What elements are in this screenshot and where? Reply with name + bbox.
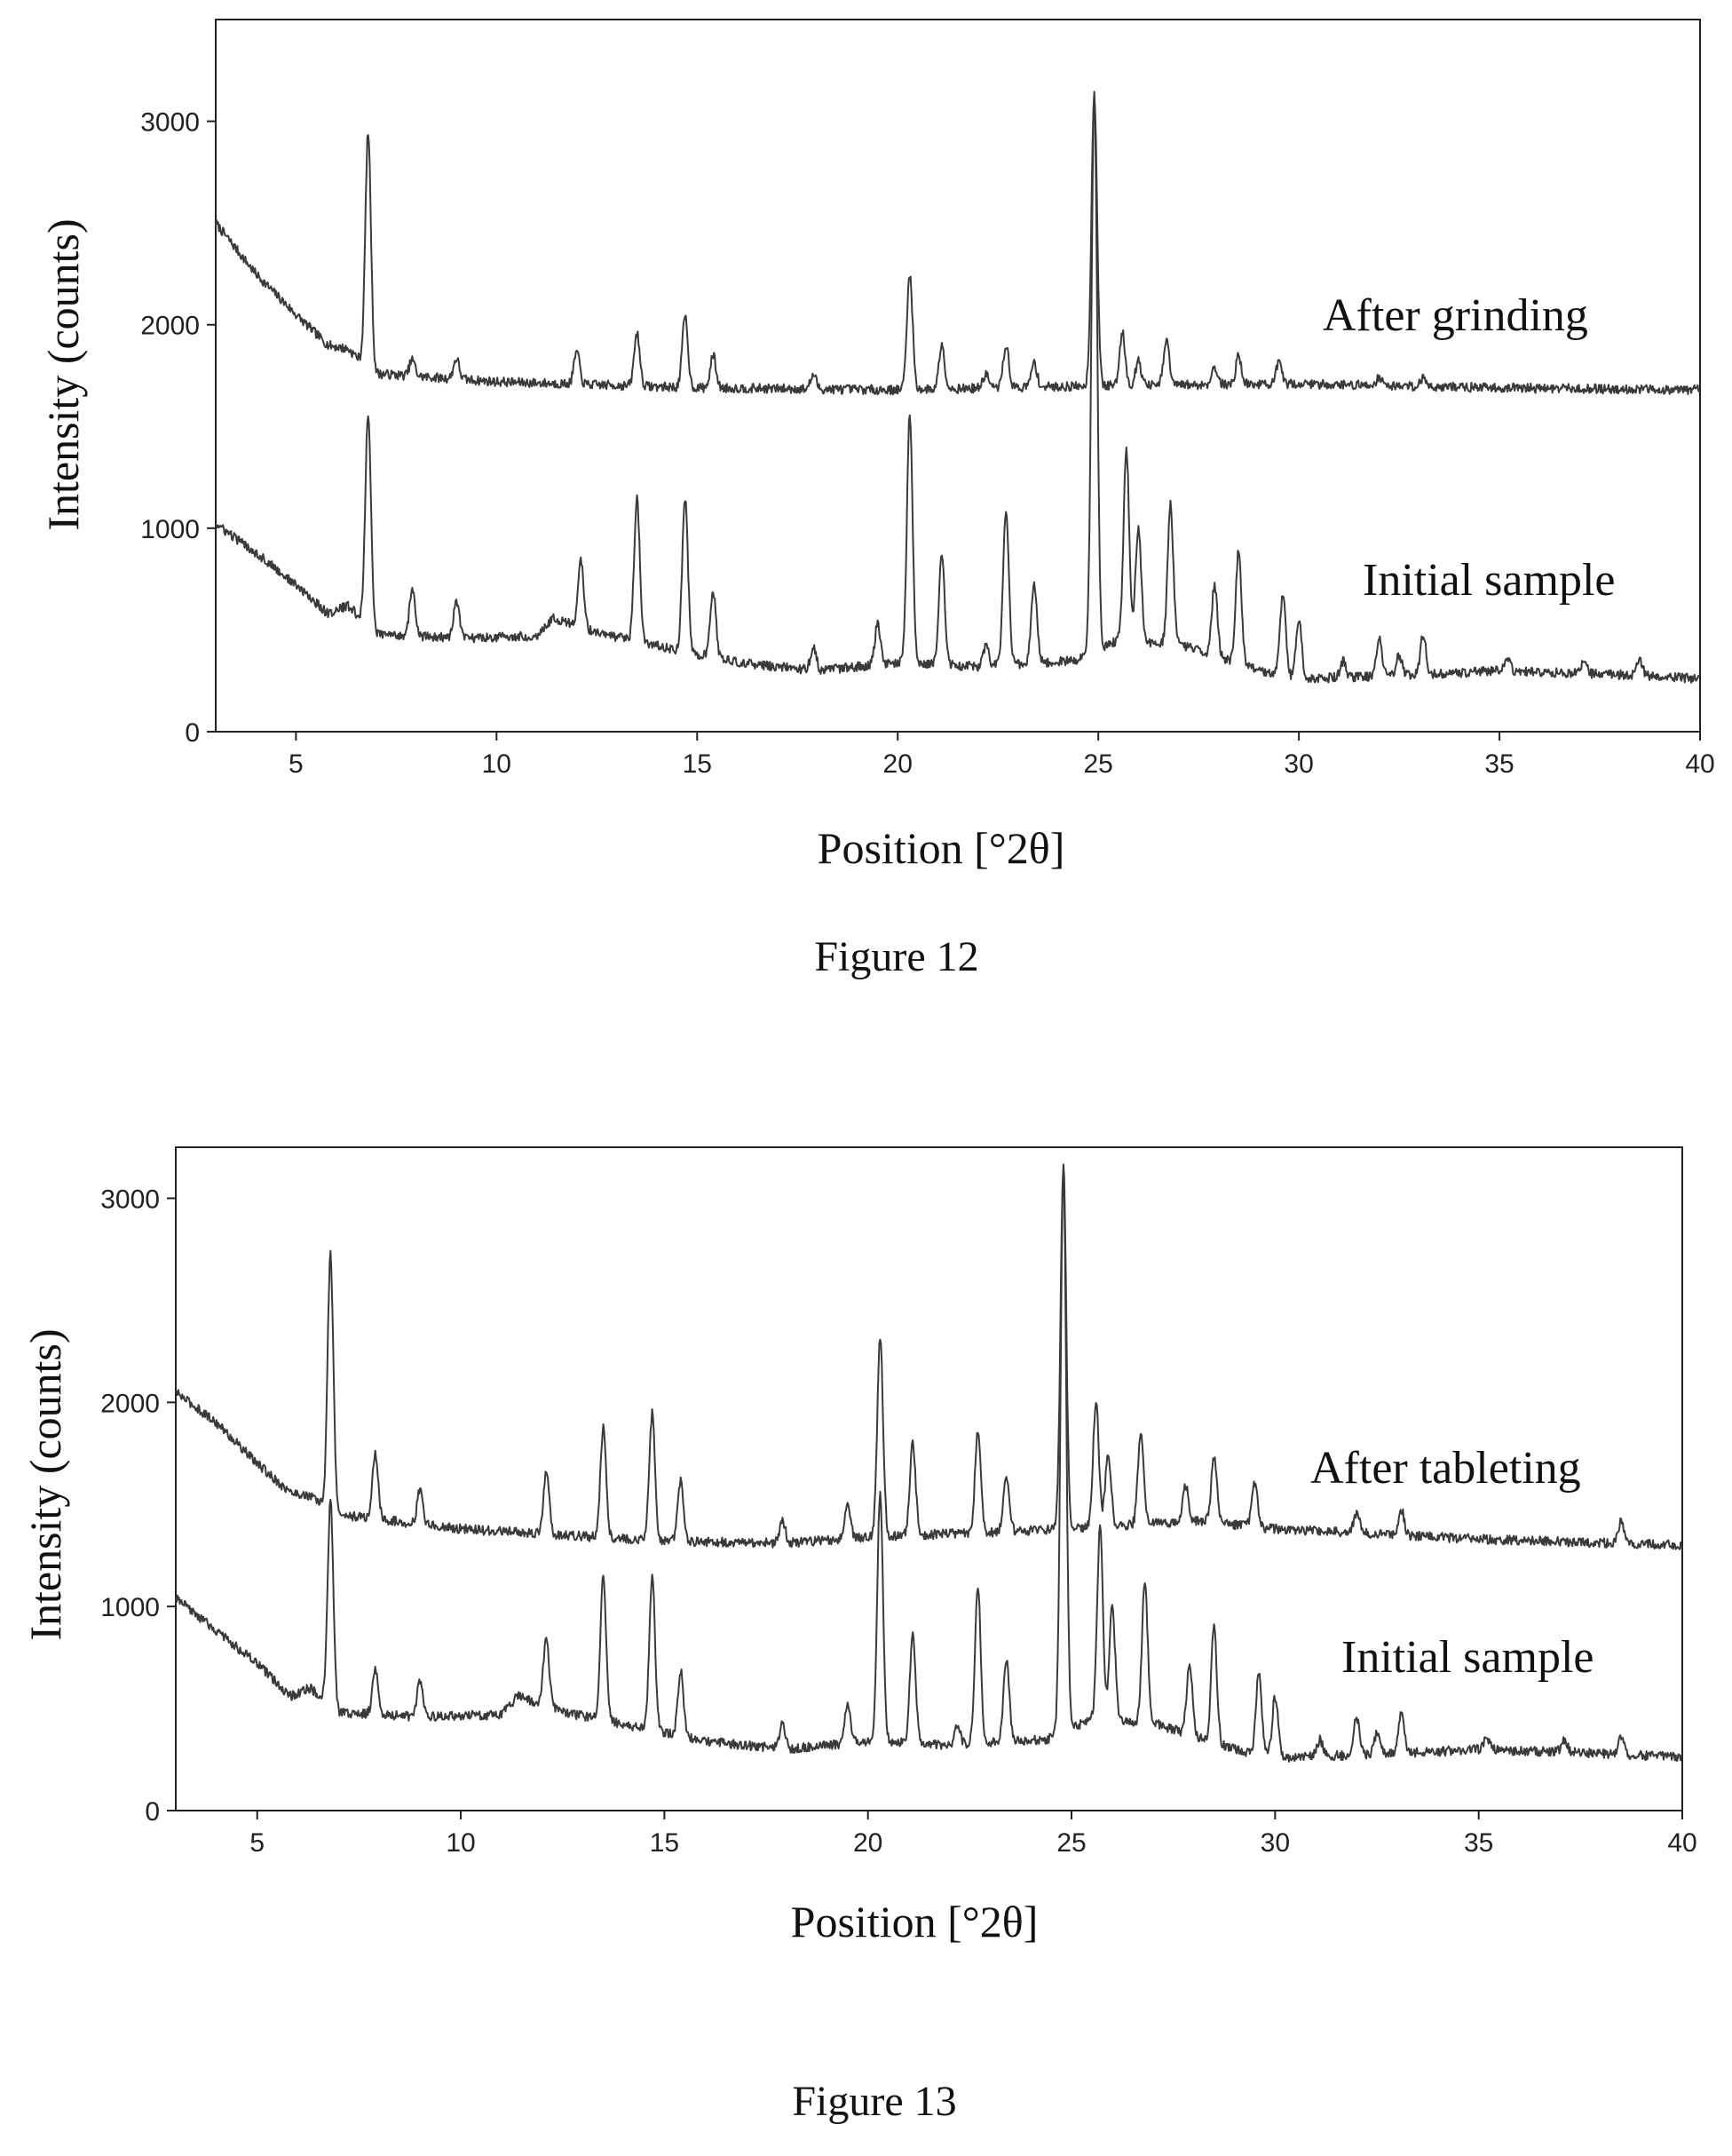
chart-2-frame <box>175 1146 1683 1811</box>
chart-2-x-tick-label: 40 <box>1667 1828 1696 1858</box>
chart-1-y-tick-label: 3000 <box>140 108 200 138</box>
chart-1-series-initial-sample-line <box>215 91 1701 684</box>
chart-1-x-tick-label: 5 <box>289 749 304 779</box>
chart-2-x-tick-label: 25 <box>1056 1828 1086 1858</box>
chart-figure-12: 5 10 15 20 25 30 35 40 0 1000 2000 3000 After grin… <box>38 19 1715 980</box>
chart-2-series-label-initial-sample: Initial sample <box>1341 1632 1594 1683</box>
chart-2-x-tick-label: 10 <box>446 1828 475 1858</box>
chart-1-x-tick-label: 10 <box>482 749 511 779</box>
chart-2-y-tick-label: 0 <box>145 1797 160 1827</box>
chart-figure-13: 5 10 15 20 25 30 35 40 0 1000 2000 3000 After tabl… <box>20 1146 1697 2125</box>
chart-1-x-tick-label: 35 <box>1484 749 1514 779</box>
chart-2-y-axis: 0 1000 2000 3000 <box>100 1185 176 1827</box>
chart-1-y-tick-label: 2000 <box>140 312 200 341</box>
chart-2-x-axis: 5 10 15 20 25 30 35 40 <box>249 1811 1697 1858</box>
chart-2-x-tick-label: 35 <box>1464 1828 1493 1858</box>
chart-1-series-label-initial-sample: Initial sample <box>1363 555 1615 606</box>
chart-2-y-axis-title: Intensity (counts) <box>20 1328 70 1640</box>
chart-2-x-tick-label: 30 <box>1261 1828 1290 1858</box>
chart-1-x-tick-label: 25 <box>1083 749 1112 779</box>
chart-1-x-tick-label: 30 <box>1284 749 1313 779</box>
chart-1-y-axis-title: Intensity (counts) <box>38 218 88 530</box>
chart-2-x-tick-label: 15 <box>650 1828 679 1858</box>
chart-1-caption: Figure 12 <box>814 933 978 980</box>
chart-1-frame <box>215 19 1701 733</box>
chart-2-series-label-after-tableting: After tableting <box>1310 1443 1581 1494</box>
chart-1-x-tick-label: 40 <box>1685 749 1714 779</box>
chart-2-y-tick-label: 1000 <box>100 1593 160 1622</box>
chart-1-y-tick-label: 0 <box>185 718 200 748</box>
chart-1-series-label-after-grinding: After grinding <box>1323 290 1588 341</box>
chart-2-x-tick-label: 5 <box>249 1828 265 1858</box>
chart-1-series-after-grinding-line <box>215 94 1701 396</box>
chart-2-y-tick-label: 3000 <box>100 1185 160 1214</box>
chart-1-y-axis: 0 1000 2000 3000 <box>140 108 216 748</box>
chart-1-y-tick-label: 1000 <box>140 515 200 544</box>
chart-2-series-after-tableting-line <box>175 1163 1683 1550</box>
chart-2-caption: Figure 13 <box>792 2078 956 2125</box>
chart-2-x-tick-label: 20 <box>853 1828 882 1858</box>
chart-1-x-axis: 5 10 15 20 25 30 35 40 <box>289 732 1715 779</box>
chart-1-x-tick-label: 15 <box>683 749 712 779</box>
chart-1-x-axis-title: Position [°2θ] <box>818 823 1065 873</box>
chart-2-series-initial-sample-line <box>175 1168 1683 1763</box>
chart-1-x-tick-label: 20 <box>883 749 913 779</box>
chart-2-y-tick-label: 2000 <box>100 1389 160 1418</box>
chart-2-x-axis-title: Position [°2θ] <box>791 1897 1039 1946</box>
